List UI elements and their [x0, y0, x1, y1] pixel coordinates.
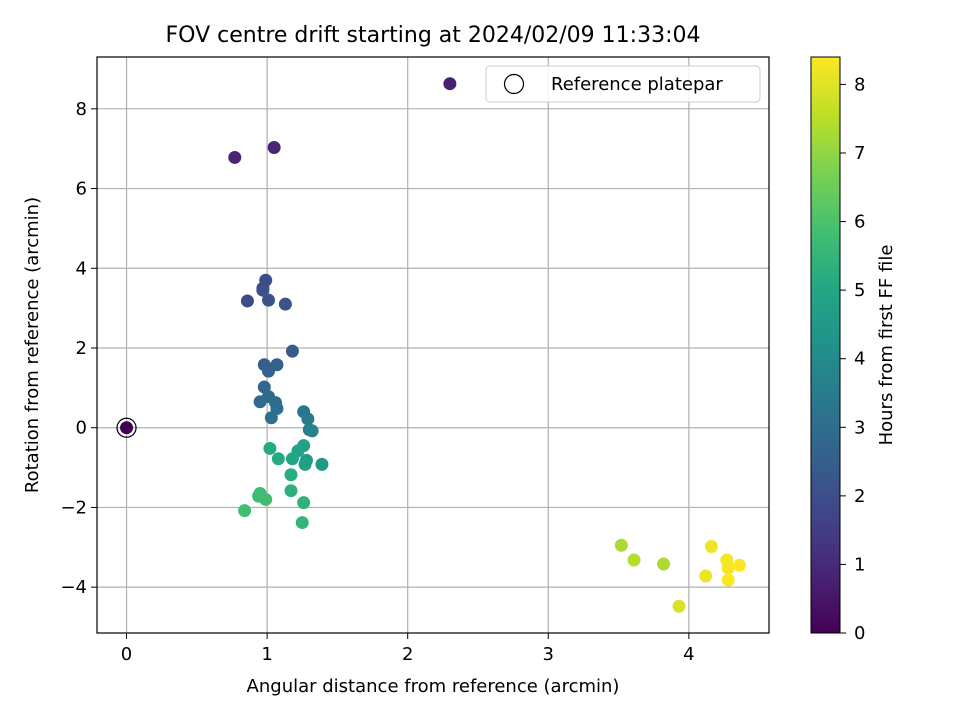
data-point	[240, 294, 254, 308]
y-axis-label: Rotation from reference (arcmin)	[22, 197, 43, 493]
x-axis-label: Angular distance from reference (arcmin)	[247, 676, 620, 697]
colorbar-gradient	[810, 56, 841, 634]
legend: Reference platepar	[485, 65, 761, 103]
data-point	[256, 283, 270, 297]
data-point	[278, 297, 292, 311]
legend-marker	[503, 73, 525, 95]
data-point	[262, 364, 276, 378]
data-point	[704, 540, 718, 554]
data-point	[298, 457, 312, 471]
data-point	[285, 452, 299, 466]
x-axis-ticks: 0 1 2 3 4	[121, 633, 695, 665]
colorbar: 0 1 2 3 4 5 6 7 8 Hours from first FF file	[810, 56, 897, 644]
data-point	[305, 424, 319, 438]
data-point	[443, 77, 457, 91]
x-tick-label: 2	[402, 644, 413, 665]
colorbar-tick-label: 4	[854, 349, 865, 370]
y-tick-label: 2	[76, 338, 87, 359]
data-point	[263, 441, 277, 455]
reference-marker	[116, 417, 137, 438]
plot-frame	[96, 56, 770, 634]
colorbar-tick-label: 6	[854, 212, 865, 233]
data-point	[295, 516, 309, 530]
colorbar-ticks: 0 1 2 3 4 5 6 7 8	[840, 74, 865, 644]
y-tick-label: 8	[76, 99, 87, 120]
data-point	[297, 496, 311, 510]
data-point	[721, 573, 735, 587]
data-point	[627, 553, 641, 567]
colorbar-label: Hours from first FF file	[876, 245, 897, 446]
reference-point	[120, 421, 134, 435]
colorbar-tick-label: 1	[854, 554, 865, 575]
y-tick-label: −4	[60, 577, 87, 598]
colorbar-tick-label: 5	[854, 280, 865, 301]
data-point	[262, 293, 276, 307]
data-point	[721, 561, 735, 575]
grid	[97, 57, 769, 633]
data-point	[614, 538, 628, 552]
x-tick-label: 1	[261, 644, 272, 665]
colorbar-tick-label: 2	[854, 486, 865, 507]
data-point	[267, 140, 281, 154]
data-point	[285, 344, 299, 358]
y-tick-label: 6	[76, 179, 87, 200]
data-point	[672, 599, 686, 613]
x-tick-label: 3	[543, 644, 554, 665]
colorbar-tick-label: 0	[854, 623, 865, 644]
x-tick-label: 0	[121, 644, 132, 665]
x-tick-label: 4	[683, 644, 694, 665]
colorbar-tick-label: 7	[854, 143, 865, 164]
y-axis-ticks: −4 −2 0 2 4 6 8	[60, 99, 97, 598]
data-point	[238, 504, 252, 518]
data-point	[315, 457, 329, 471]
chart-title: FOV centre drift starting at 2024/02/09 …	[166, 23, 701, 48]
y-tick-label: 4	[76, 258, 87, 279]
data-point	[284, 484, 298, 498]
data-point	[253, 395, 267, 409]
data-point	[301, 412, 315, 426]
y-tick-label: −2	[60, 497, 87, 518]
data-point	[264, 411, 278, 425]
data-point	[284, 468, 298, 482]
legend-entry-reference: Reference platepar	[551, 74, 723, 95]
data-point	[657, 557, 671, 571]
data-point	[699, 569, 713, 583]
data-points	[116, 77, 746, 613]
data-point	[271, 452, 285, 466]
data-point	[228, 150, 242, 164]
colorbar-tick-label: 8	[854, 74, 865, 95]
legend-box	[485, 65, 761, 103]
colorbar-tick-label: 3	[854, 417, 865, 438]
y-tick-label: 0	[76, 418, 87, 439]
data-point	[259, 492, 273, 506]
data-point	[732, 558, 746, 572]
